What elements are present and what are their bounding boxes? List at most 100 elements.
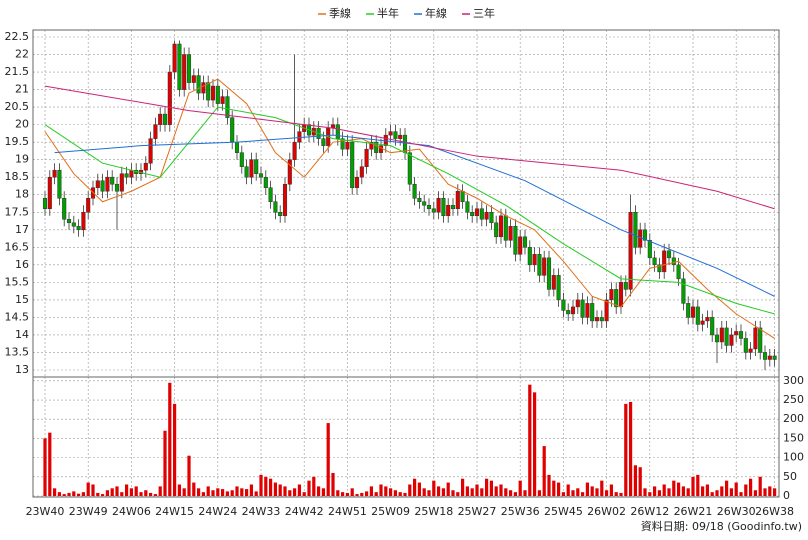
candle-body	[402, 134, 408, 153]
volume-bar	[451, 490, 455, 496]
candle-body	[119, 173, 124, 192]
volume-bar	[624, 403, 628, 496]
candle-body	[278, 212, 283, 217]
volume-bar	[768, 486, 772, 496]
volume-bar	[489, 480, 493, 496]
candle-body	[441, 197, 446, 217]
volume-bar	[163, 430, 167, 496]
candle-body	[690, 306, 696, 318]
volume-bar	[749, 478, 753, 496]
candle-body	[686, 303, 691, 318]
candle-body	[369, 141, 374, 150]
candle-body	[580, 299, 585, 318]
candle-body	[244, 166, 249, 178]
candle-body	[201, 82, 206, 94]
volume-bar	[278, 484, 282, 496]
x-tick-label: 25W09	[371, 505, 410, 518]
candle-body	[513, 226, 518, 255]
candle-body	[479, 208, 484, 220]
volume-bar	[393, 490, 397, 496]
candle-body	[494, 222, 499, 238]
candle-body	[575, 299, 580, 308]
candle-body	[335, 124, 340, 139]
volume-bar	[576, 488, 580, 496]
volume-bar	[115, 486, 119, 496]
volume-bar	[273, 482, 277, 496]
volume-bar	[710, 492, 714, 496]
candle-body	[172, 43, 177, 73]
volume-bar	[729, 488, 733, 496]
candle-body	[522, 236, 528, 248]
volume-bar	[365, 491, 369, 496]
volume-bar	[225, 491, 229, 496]
volume-bar	[523, 490, 527, 496]
legend-label: 季線	[329, 6, 351, 20]
price-frame	[32, 29, 780, 378]
candle-body	[570, 306, 576, 315]
volume-bar	[734, 482, 738, 496]
x-tick-label: 25W18	[414, 505, 453, 518]
volume-bar	[566, 484, 570, 496]
candle-body	[652, 257, 657, 266]
candle-body	[282, 183, 288, 217]
y-tick-label: 17.5	[5, 205, 30, 218]
candle-body	[100, 180, 105, 192]
candle-body	[350, 141, 355, 188]
candle-body	[86, 197, 91, 213]
volume-bar	[773, 488, 777, 496]
x-tick-label: 24W15	[155, 505, 194, 518]
x-tick-label: 25W45	[544, 505, 583, 518]
volume-bar	[509, 490, 513, 496]
candle-body	[455, 190, 460, 210]
marks-layer: 13 13.5 14 14.5 15 15.5 16 16.5 17 17.5 18 18.5 19 19…	[5, 30, 805, 518]
volume-bar	[398, 492, 402, 496]
candle-body	[239, 152, 244, 167]
volume-bar	[590, 486, 594, 496]
volume-bar	[691, 476, 695, 496]
candle-body	[484, 212, 489, 220]
x-tick-label: 26W02	[587, 505, 626, 518]
candle-body	[412, 183, 417, 199]
candle-body	[398, 134, 403, 139]
candle-body	[700, 320, 705, 325]
volume-bar	[677, 482, 681, 496]
candle-body	[124, 173, 129, 178]
volume-bar	[173, 403, 177, 496]
y-tick-label: 16	[15, 258, 29, 271]
candle-body	[297, 131, 302, 143]
candle-body	[599, 317, 604, 322]
legend-label: 三年	[473, 6, 495, 20]
candle-body	[566, 310, 571, 315]
candle-body	[705, 317, 710, 322]
candle-body	[273, 201, 278, 213]
volume-bar	[245, 489, 249, 496]
volume-bar	[302, 492, 306, 496]
x-tick-label: 24W51	[328, 505, 367, 518]
candle-body	[762, 352, 768, 360]
volume-bar	[374, 492, 378, 496]
candle-body	[167, 71, 172, 125]
candle-body	[748, 348, 753, 353]
candle-body	[177, 43, 182, 90]
volume-bar	[201, 492, 205, 496]
volume-bar	[216, 488, 220, 496]
volume-bar	[547, 474, 551, 496]
y-tick-label: 20.5	[5, 100, 30, 113]
candle-body	[546, 257, 552, 290]
candle-body	[186, 54, 192, 83]
candle-body	[671, 257, 676, 266]
candle-body	[234, 141, 240, 153]
candle-body	[258, 173, 264, 178]
candle-body	[676, 264, 681, 280]
candle-body	[647, 240, 652, 259]
volume-bar	[153, 494, 157, 496]
volume-bar	[504, 488, 508, 496]
volume-bar	[283, 486, 287, 496]
candle-body	[594, 317, 600, 322]
volume-bar	[192, 482, 196, 496]
candle-body	[498, 215, 504, 238]
candle-body	[460, 190, 465, 202]
volume-bar	[667, 488, 671, 496]
volume-bar	[657, 490, 661, 496]
